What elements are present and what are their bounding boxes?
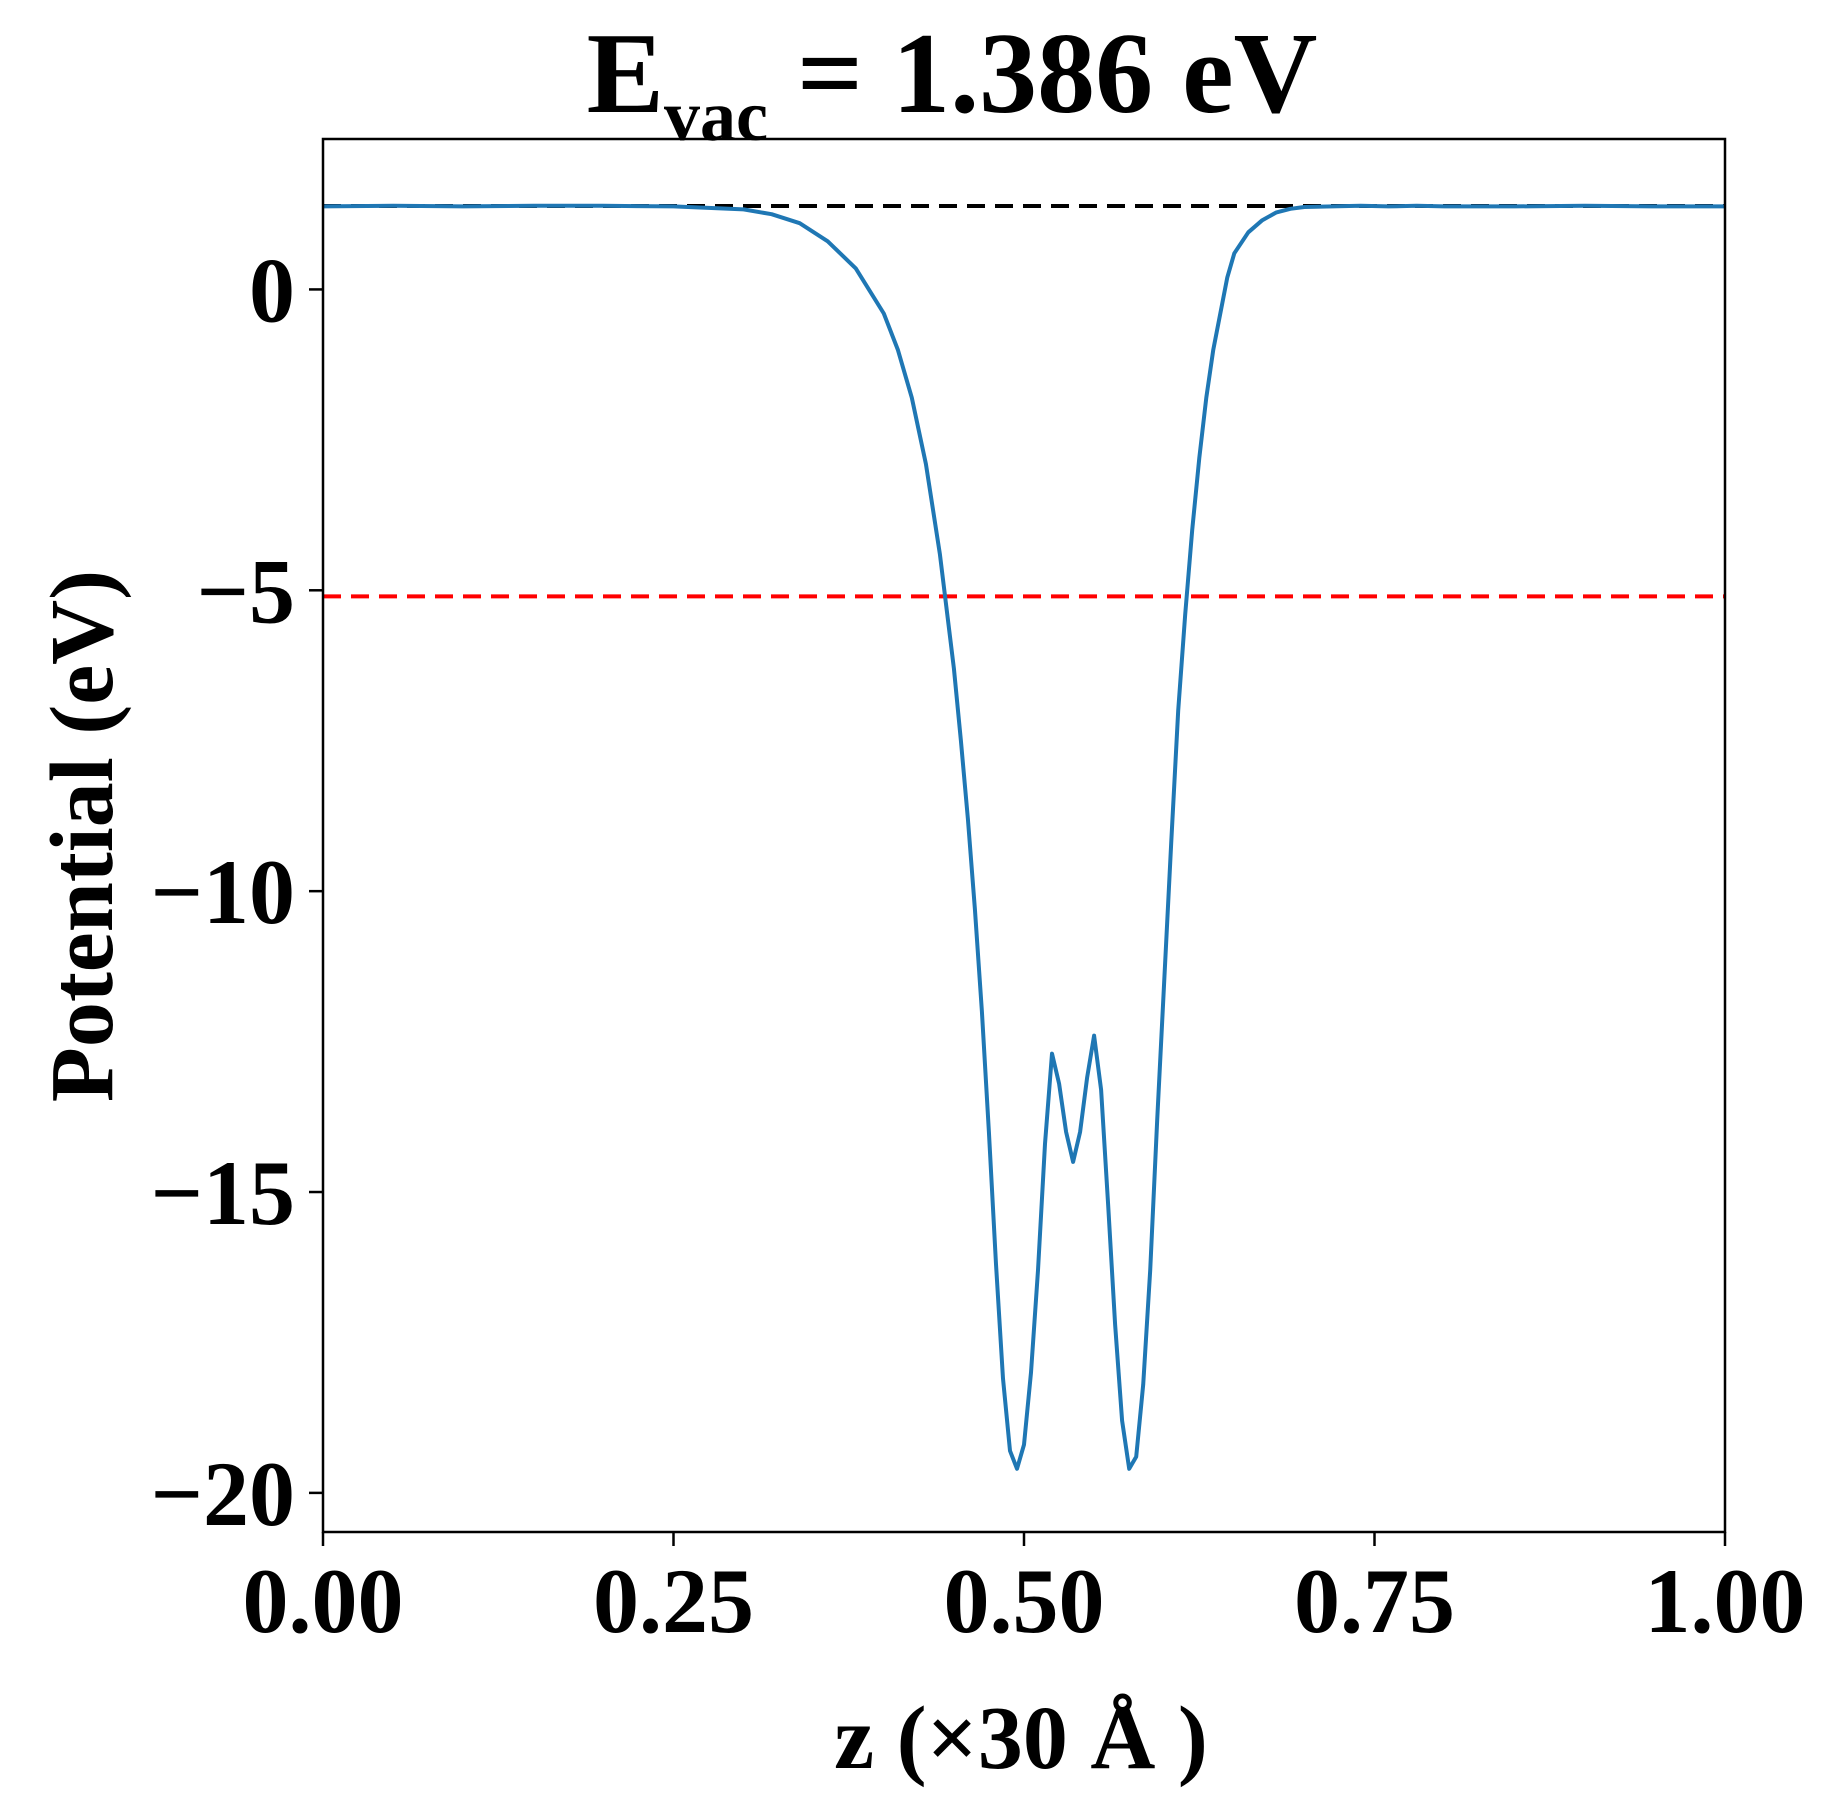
reference-lines bbox=[323, 204, 1725, 599]
y-tick-label: −10 bbox=[151, 841, 295, 943]
x-axis: 0.00 0.25 0.50 0.75 1.00 bbox=[243, 1532, 1806, 1652]
chart-title: Evac = 1.386 eV bbox=[587, 10, 1318, 156]
x-tick-label: 1.00 bbox=[1645, 1550, 1806, 1652]
x-tick-label: 0.00 bbox=[243, 1550, 404, 1652]
y-axis: 0 −5 −10 −15 −20 bbox=[151, 239, 323, 1545]
y-tick-label: 0 bbox=[249, 239, 295, 341]
y-tick-label: −15 bbox=[151, 1142, 295, 1244]
x-tick-label: 0.75 bbox=[1294, 1550, 1455, 1652]
series-line-0 bbox=[322, 203, 1725, 1471]
y-tick-label: −5 bbox=[197, 540, 295, 642]
x-tick-label: 0.25 bbox=[593, 1550, 754, 1652]
x-tick-label: 0.50 bbox=[944, 1550, 1105, 1652]
chart-title-main: E bbox=[587, 10, 664, 138]
y-tick-label: −20 bbox=[151, 1443, 295, 1545]
y-axis-label: Potential (eV) bbox=[33, 570, 132, 1102]
plot-frame bbox=[321, 137, 1727, 1534]
chart-title-subscript: vac bbox=[664, 76, 768, 156]
series-layer bbox=[322, 203, 1725, 1471]
chart-title-rest: = 1.386 eV bbox=[768, 10, 1317, 138]
x-axis-label: z (×30 Å ) bbox=[834, 1689, 1208, 1788]
